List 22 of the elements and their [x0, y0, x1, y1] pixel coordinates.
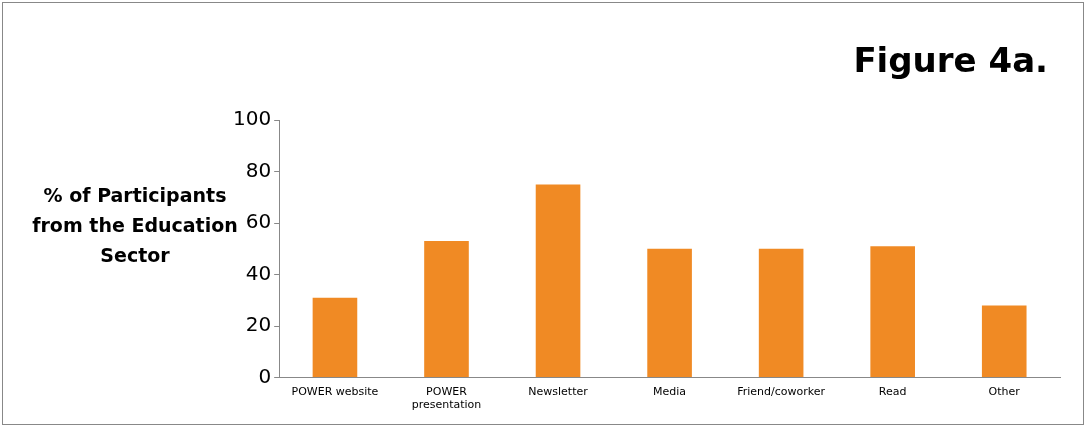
- bar: [758, 248, 804, 378]
- bar: [424, 241, 469, 378]
- y-tick-label: 0: [258, 363, 272, 388]
- chart-title: Figure 4a.: [853, 40, 1048, 80]
- bar: [647, 248, 692, 378]
- bar: [535, 184, 581, 378]
- x-tick-label: Media: [653, 385, 687, 399]
- y-tick-label: 60: [245, 209, 272, 234]
- x-tick-label: POWER website: [291, 385, 379, 399]
- y-tick-label: 80: [245, 157, 272, 182]
- x-tick-label: Friend/coworker: [737, 385, 826, 399]
- y-tick-label: 100: [232, 106, 272, 131]
- x-tick-label: Other: [988, 385, 1021, 399]
- bar: [870, 246, 915, 378]
- x-tick-label: POWER presentation: [411, 385, 482, 412]
- y-tick-label: 40: [245, 260, 272, 285]
- x-tick-label: Read: [878, 385, 907, 399]
- x-tick-label: Newsletter: [528, 385, 589, 399]
- y-tick-label: 20: [245, 312, 272, 337]
- bar: [312, 297, 358, 378]
- bar: [981, 305, 1027, 378]
- y-axis-title: % of Participants from the Education Sector: [31, 183, 239, 268]
